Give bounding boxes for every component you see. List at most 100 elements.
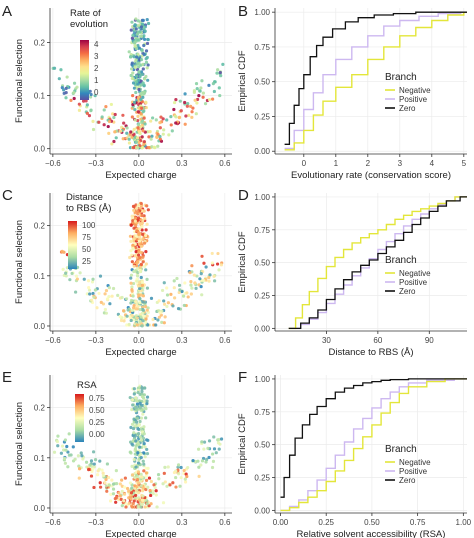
data-point: [177, 116, 181, 120]
data-point: [138, 435, 143, 439]
data-point: [68, 278, 72, 282]
data-point: [186, 102, 190, 106]
data-point: [137, 130, 142, 134]
data-point: [136, 146, 140, 150]
data-point: [165, 304, 169, 309]
data-point: [132, 86, 137, 90]
data-point: [192, 89, 197, 93]
y-tick-label: 0.2: [34, 39, 46, 48]
data-point: [144, 228, 148, 232]
data-point: [129, 281, 133, 285]
cdf-line-zero: [288, 196, 467, 330]
data-point: [141, 412, 145, 416]
data-point: [141, 90, 145, 94]
data-point: [111, 492, 116, 496]
data-point: [141, 129, 145, 133]
data-point: [155, 135, 159, 139]
data-point: [123, 476, 127, 480]
data-point: [134, 307, 138, 311]
data-point: [127, 489, 131, 493]
data-point: [131, 247, 135, 251]
data-point: [150, 145, 154, 149]
data-point: [157, 477, 161, 481]
data-point: [176, 472, 181, 476]
data-point: [142, 432, 146, 436]
data-point: [165, 293, 170, 297]
data-point: [130, 408, 134, 412]
data-point: [139, 455, 143, 460]
data-point: [117, 491, 121, 495]
data-point: [89, 92, 93, 97]
data-point: [124, 505, 128, 509]
data-point: [184, 114, 188, 118]
data-point: [131, 501, 135, 506]
data-point: [140, 283, 145, 287]
color-legend-title: RSA: [77, 380, 97, 391]
data-point: [100, 115, 104, 119]
data-point: [106, 124, 110, 129]
data-point: [144, 101, 148, 105]
data-point: [87, 288, 92, 292]
legend-label: Positive: [399, 95, 428, 104]
panel-d: D 30 60 90 0.00 0.25 0.50 0.75 1.00 Distance to R…: [237, 187, 467, 358]
plot-area: [275, 375, 467, 513]
x-tick-label: 3: [398, 159, 403, 168]
data-point: [78, 271, 82, 275]
data-point: [133, 254, 137, 258]
data-point: [141, 110, 145, 114]
data-point: [142, 425, 146, 429]
data-point: [140, 48, 144, 52]
data-point: [146, 130, 150, 134]
x-tick-label: 0.0: [133, 518, 145, 527]
x-tick-label: 1: [334, 159, 339, 168]
data-point: [133, 452, 137, 456]
data-point: [91, 467, 95, 471]
data-point: [187, 113, 191, 117]
data-point: [169, 123, 173, 127]
data-point: [91, 291, 95, 296]
data-point: [141, 81, 145, 85]
data-point: [143, 122, 147, 126]
data-point: [133, 40, 137, 44]
data-point: [189, 279, 193, 284]
data-point: [146, 208, 150, 212]
data-point: [144, 471, 149, 475]
data-point: [137, 141, 141, 145]
color-legend-title: Rate of: [70, 8, 101, 19]
data-point: [201, 456, 206, 461]
y-tick-label: 0.00: [254, 324, 270, 333]
data-point: [111, 286, 116, 291]
y-tick-label: 0.2: [34, 404, 46, 413]
data-point: [158, 137, 162, 141]
data-point: [87, 114, 92, 118]
data-point: [141, 51, 145, 55]
data-point: [139, 244, 144, 249]
data-point: [77, 102, 81, 106]
data-point: [193, 281, 197, 285]
x-tick-label: 0.25: [318, 518, 334, 527]
data-point: [129, 55, 133, 59]
data-point: [145, 277, 149, 281]
data-point: [64, 448, 68, 452]
data-point: [144, 416, 148, 420]
color-legend-title: Distance: [66, 192, 103, 203]
data-point: [136, 481, 141, 485]
data-point: [170, 129, 174, 133]
data-point: [140, 119, 145, 123]
data-point: [99, 300, 103, 304]
data-point: [145, 222, 149, 226]
data-point: [146, 466, 150, 470]
data-point: [139, 416, 144, 420]
data-point: [134, 493, 138, 498]
data-point: [210, 261, 214, 265]
data-point: [138, 445, 142, 449]
data-point: [140, 386, 144, 390]
data-point: [131, 281, 136, 286]
data-point: [137, 280, 142, 285]
y-tick-label: 0.25: [254, 112, 270, 121]
data-point: [123, 316, 127, 320]
data-point: [161, 501, 166, 505]
data-point: [135, 402, 140, 406]
data-point: [211, 82, 215, 86]
data-point: [140, 324, 144, 328]
